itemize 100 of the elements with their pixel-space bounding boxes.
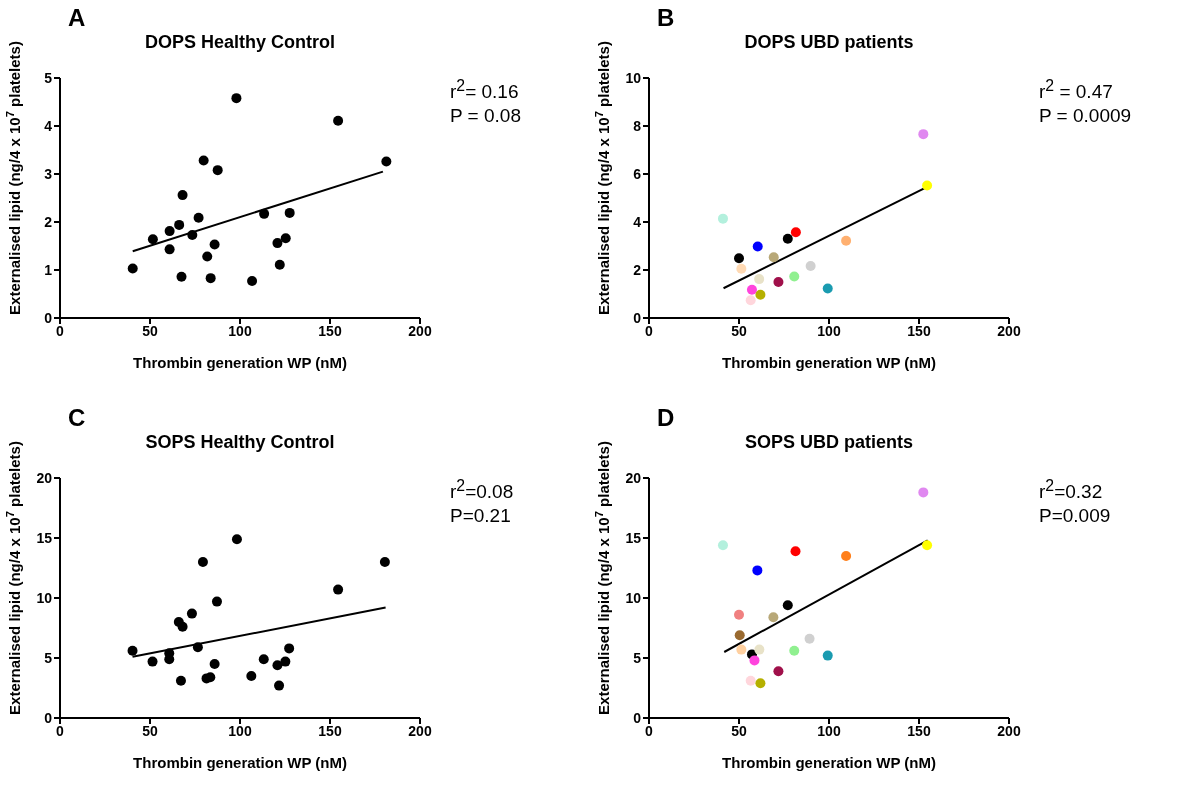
y-tick-label: 10	[625, 589, 642, 606]
point	[790, 227, 801, 238]
point	[212, 165, 223, 176]
point	[197, 557, 208, 567]
point	[841, 235, 852, 246]
y-tick-label: 10	[36, 589, 53, 606]
point	[176, 271, 187, 282]
x-tick-label: 0	[56, 322, 65, 339]
y-tick-label: 2	[633, 261, 642, 278]
point	[773, 277, 784, 287]
x-tick-label: 50	[731, 322, 747, 339]
point	[333, 115, 344, 126]
point	[280, 233, 291, 244]
point	[790, 546, 801, 557]
point	[734, 630, 745, 641]
point	[822, 283, 833, 294]
point	[773, 666, 784, 677]
text: D	[657, 404, 675, 432]
text: r$^{2}$ = 0.47	[1039, 76, 1114, 105]
point	[746, 284, 757, 295]
x-tick-label: 0	[645, 322, 654, 339]
point	[272, 238, 283, 249]
y-tick-label: 6	[633, 165, 642, 182]
point	[782, 233, 793, 244]
point	[284, 643, 295, 654]
x-tick-label: 150	[907, 322, 931, 339]
x-axis-title: Thrombin generation WP (nM)	[722, 754, 936, 771]
x-tick-label: 100	[817, 322, 841, 339]
chart-title: DOPS UBD patients	[743, 32, 915, 53]
x-tick-label: 50	[731, 722, 747, 739]
point	[164, 226, 175, 237]
y-tick-label: 8	[633, 117, 642, 134]
point	[754, 274, 765, 285]
point	[231, 534, 242, 545]
text: A	[68, 4, 86, 32]
y-tick-label: 5	[44, 69, 53, 86]
y-tick-label: 0	[633, 709, 642, 726]
x-tick-label: 50	[142, 322, 158, 339]
point	[147, 234, 158, 245]
point	[177, 190, 188, 201]
point	[768, 612, 779, 623]
point	[209, 239, 220, 250]
point	[918, 129, 929, 140]
point	[284, 207, 295, 218]
point	[754, 644, 765, 655]
y-tick-label: 3	[44, 165, 53, 182]
point	[755, 289, 766, 300]
x-axis-title: Thrombin generation WP (nM)	[133, 354, 347, 371]
chart-title: SOPS UBD patients	[744, 432, 914, 453]
point	[822, 650, 833, 661]
point	[789, 271, 800, 282]
x-tick-label: 50	[142, 722, 158, 739]
point	[127, 645, 138, 656]
point	[922, 540, 933, 551]
point	[258, 654, 269, 665]
chart-title: SOPS Healthy Control	[144, 432, 336, 453]
x-tick-label: 100	[817, 722, 841, 739]
x-axis-title: Thrombin generation WP (nM)	[722, 354, 936, 371]
y-tick-label: 0	[44, 709, 53, 726]
text: P = 0.0009	[1039, 104, 1132, 129]
point	[717, 213, 728, 224]
point	[782, 600, 793, 611]
text: B	[657, 4, 675, 32]
x-tick-label: 150	[318, 322, 342, 339]
point	[922, 180, 933, 191]
point	[280, 656, 291, 667]
text: P = 0.08	[450, 104, 521, 129]
point	[381, 156, 392, 167]
point	[209, 659, 220, 669]
point	[198, 155, 209, 166]
point	[333, 584, 344, 595]
x-tick-label: 150	[318, 722, 342, 739]
text: r$^{2}$=0.08	[450, 476, 514, 505]
x-tick-label: 100	[228, 322, 252, 339]
point	[752, 565, 763, 576]
point	[164, 244, 175, 255]
x-tick-label: 200	[408, 722, 432, 739]
y-tick-label: 20	[36, 469, 53, 486]
text: P=0.009	[1039, 504, 1111, 529]
y-tick-label: 1	[44, 261, 53, 278]
chart-title: DOPS Healthy Control	[144, 32, 336, 53]
y-tick-label: 2	[44, 213, 53, 230]
y-tick-label: 0	[633, 309, 642, 326]
x-tick-label: 100	[228, 722, 252, 739]
y-tick-label: 4	[44, 117, 53, 134]
text: C	[68, 404, 86, 432]
point	[211, 596, 222, 607]
point	[274, 680, 285, 691]
x-tick-label: 200	[408, 322, 432, 339]
point	[177, 621, 188, 632]
point	[205, 672, 216, 683]
point	[187, 229, 198, 240]
point	[259, 208, 270, 219]
text: r$^{2}$=0.32	[1039, 476, 1104, 505]
point	[175, 675, 186, 686]
point	[745, 295, 756, 306]
y-tick-label: 20	[625, 469, 642, 486]
point	[768, 252, 779, 263]
point	[174, 219, 185, 230]
point	[247, 276, 258, 287]
